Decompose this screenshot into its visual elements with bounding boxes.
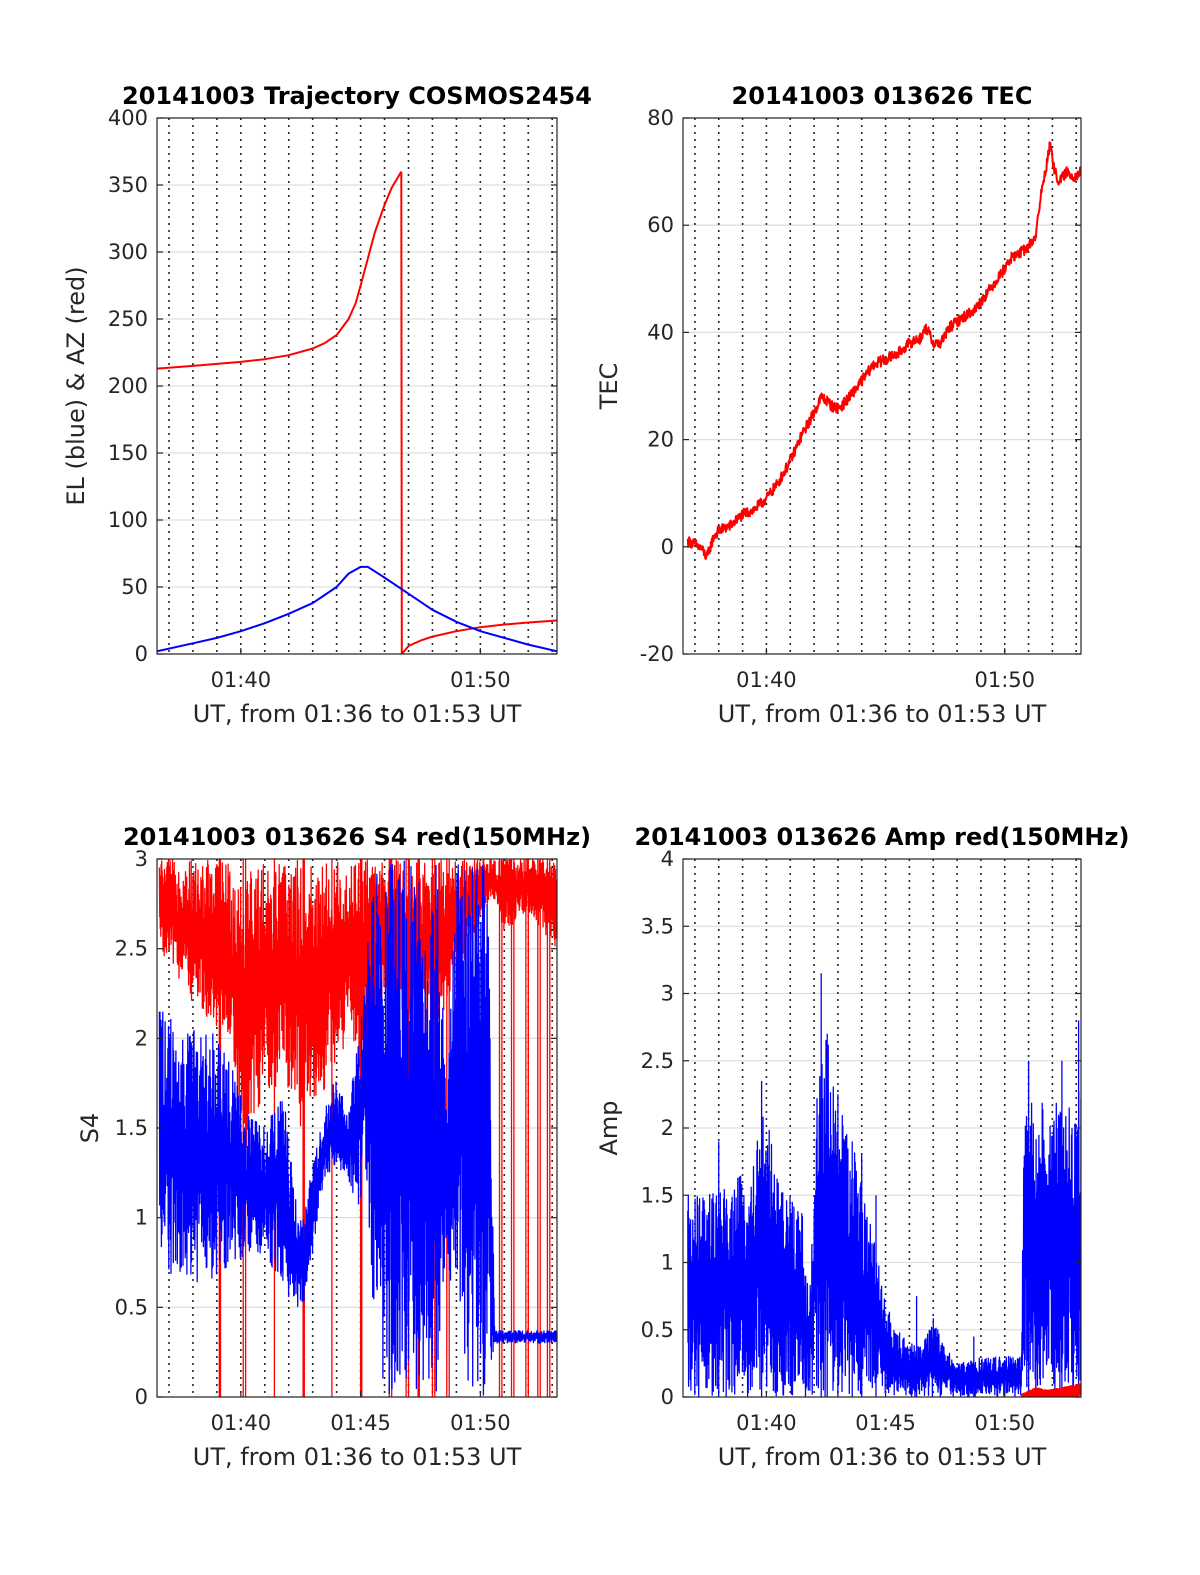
trajectory-ytick-label-2: 100 — [108, 508, 148, 532]
trajectory-plot: 0 50 100 150 200 250 300 350 400 01:40 01:50 20141… — [62, 82, 592, 728]
trajectory-ytick-label-5: 250 — [108, 307, 148, 331]
amp-xlabel: UT, from 01:36 to 01:53 UT — [718, 1443, 1047, 1471]
s4-ytick-label-0: 0 — [135, 1385, 148, 1409]
s4-ytick-label-5: 2.5 — [115, 937, 148, 961]
amp-plot: 0 0.5 1 1.5 2 2.5 3 3.5 4 01:40 01:45 01:50 2014100… — [595, 823, 1129, 1471]
amp-ytick-label-4: 2 — [661, 1116, 674, 1140]
tec-ylabel: TEC — [595, 363, 623, 411]
trajectory-xtick-label-0: 01:40 — [211, 668, 272, 692]
amp-ytick-label-8: 4 — [661, 847, 674, 871]
tec-axes-frame — [682, 117, 1082, 655]
trajectory-series-3 — [157, 565, 557, 653]
s4-title: 20141003 013626 S4 red(150MHz) — [123, 823, 591, 851]
s4-ytick-label-1: 0.5 — [115, 1295, 148, 1319]
s4-xtick-label-2: 01:50 — [450, 1411, 511, 1435]
trajectory-ytick-label-8: 400 — [108, 106, 148, 130]
s4-ytick-label-2: 1 — [135, 1206, 148, 1230]
amp-title: 20141003 013626 Amp red(150MHz) — [635, 823, 1130, 851]
amp-ytick-label-1: 0.5 — [641, 1318, 674, 1342]
tec-ytick-label-1: 0 — [661, 535, 674, 559]
trajectory-series-0 — [157, 171, 403, 370]
trajectory-ytick-label-3: 150 — [108, 441, 148, 465]
s4-ytick-label-4: 2 — [135, 1026, 148, 1050]
trajectory-ytick-label-1: 50 — [121, 575, 148, 599]
trajectory-plot-area: 0 50 100 150 200 250 300 350 400 01:40 01:50 — [108, 106, 558, 692]
tec-plot: -20 0 20 40 60 80 01:40 01:50 20141003 013626 T… — [595, 82, 1082, 728]
s4-series-group — [158, 859, 557, 1397]
trajectory-ytick-label-6: 300 — [108, 240, 148, 264]
tec-ytick-label-0: -20 — [640, 642, 674, 666]
trajectory-title: 20141003 Trajectory COSMOS2454 — [122, 82, 592, 110]
amp-xtick-label-0: 01:40 — [736, 1411, 797, 1435]
amp-plot-area: 0 0.5 1 1.5 2 2.5 3 3.5 4 01:40 01:45 01:50 — [641, 847, 1082, 1435]
tec-ytick-label-2: 20 — [647, 428, 674, 452]
amp-series-1 — [1020, 1383, 1081, 1397]
tec-ytick-label-5: 80 — [647, 106, 674, 130]
s4-plot: 0 0.5 1 1.5 2 2.5 3 01:40 01:45 01:50 20141003 01… — [76, 823, 591, 1471]
s4-ytick-label-3: 1.5 — [115, 1116, 148, 1140]
amp-xtick-label-1: 01:45 — [855, 1411, 916, 1435]
amp-ytick-label-0: 0 — [661, 1385, 674, 1409]
trajectory-ylabel: EL (blue) & AZ (red) — [62, 266, 90, 505]
tec-title: 20141003 013626 TEC — [732, 82, 1033, 110]
trajectory-series-2 — [401, 619, 557, 654]
tec-ytick-label-4: 60 — [647, 213, 674, 237]
trajectory-series-1 — [400, 171, 403, 654]
s4-xtick-label-1: 01:45 — [330, 1411, 391, 1435]
trajectory-ytick-label-7: 350 — [108, 173, 148, 197]
tec-plot-area: -20 0 20 40 60 80 01:40 01:50 — [640, 106, 1082, 692]
tec-ytick-label-3: 40 — [647, 320, 674, 344]
s4-series-1 — [158, 860, 557, 1396]
s4-ylabel: S4 — [76, 1113, 104, 1144]
tec-xtick-label-1: 01:50 — [974, 668, 1035, 692]
tec-xtick-label-0: 01:40 — [736, 668, 797, 692]
amp-ylabel: Amp — [595, 1100, 623, 1155]
trajectory-xtick-label-1: 01:50 — [450, 668, 511, 692]
trajectory-ytick-label-0: 0 — [135, 642, 148, 666]
tec-xlabel: UT, from 01:36 to 01:53 UT — [718, 700, 1047, 728]
trajectory-ytick-label-4: 200 — [108, 374, 148, 398]
amp-ytick-label-6: 3 — [661, 982, 674, 1006]
trajectory-series-group — [157, 171, 557, 654]
s4-plot-area: 0 0.5 1 1.5 2 2.5 3 01:40 01:45 01:50 — [115, 847, 558, 1435]
amp-ytick-label-2: 1 — [661, 1251, 674, 1275]
tec-series-group — [686, 141, 1081, 560]
amp-series-0 — [687, 973, 1081, 1397]
amp-ytick-label-3: 1.5 — [641, 1183, 674, 1207]
amp-series-group — [687, 973, 1081, 1397]
s4-ytick-label-6: 3 — [135, 847, 148, 871]
s4-xlabel: UT, from 01:36 to 01:53 UT — [193, 1443, 522, 1471]
trajectory-xlabel: UT, from 01:36 to 01:53 UT — [193, 700, 522, 728]
tec-series-0 — [686, 141, 1081, 560]
amp-ytick-label-5: 2.5 — [641, 1049, 674, 1073]
amp-ytick-label-7: 3.5 — [641, 914, 674, 938]
s4-xtick-label-0: 01:40 — [211, 1411, 272, 1435]
amp-xtick-label-2: 01:50 — [974, 1411, 1035, 1435]
